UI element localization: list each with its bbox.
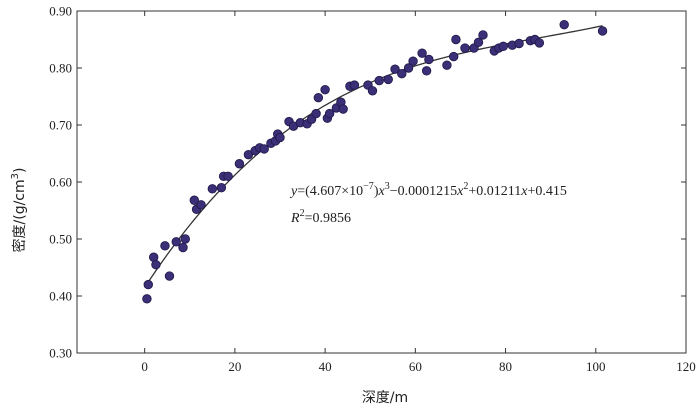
data-point <box>421 66 432 76</box>
data-point <box>196 200 206 210</box>
plot-frame <box>76 10 687 354</box>
r2-r: R <box>290 211 300 226</box>
data-point <box>367 86 378 96</box>
x-tick-label: 40 <box>319 359 332 374</box>
data-point <box>559 19 569 30</box>
data-point <box>178 242 188 253</box>
eq-open: =(4.607×10 <box>297 184 363 199</box>
eq-c3: +0.01211 <box>468 184 521 199</box>
y-axis-title-tail: ) <box>12 168 28 173</box>
data-point <box>223 171 233 182</box>
data-point <box>460 43 470 53</box>
eq-p1: 3 <box>385 181 390 192</box>
r2-value: =0.9856 <box>305 211 351 226</box>
data-point <box>164 271 175 281</box>
x-tick-label: 120 <box>676 359 696 374</box>
data-point <box>189 195 199 205</box>
data-point <box>275 132 285 143</box>
data-point <box>142 294 152 304</box>
eq-y: y <box>289 184 298 199</box>
data-point <box>216 182 227 193</box>
data-point <box>403 63 414 73</box>
eq-c2: −0.0001215 <box>390 184 457 199</box>
data-point <box>514 38 524 49</box>
data-point <box>408 56 418 66</box>
data-point <box>534 38 545 48</box>
data-point <box>313 92 324 103</box>
data-point <box>324 108 335 119</box>
data-point <box>448 51 459 62</box>
eq-x1: x <box>377 184 385 199</box>
x-tick-label: 80 <box>499 359 512 374</box>
eq-exp1: −7 <box>363 181 374 192</box>
eq-x3: x <box>520 184 528 199</box>
data-point <box>207 184 218 194</box>
y-axis-title-main: 密度/(g/cm <box>11 179 28 252</box>
y-tick-label: 0.70 <box>49 118 72 133</box>
r-squared: R2=0.9856 <box>290 208 351 226</box>
data-point <box>442 60 452 70</box>
data-point <box>259 144 269 154</box>
data-point <box>180 234 190 244</box>
eq-c4: +0.415 <box>527 184 566 199</box>
data-point <box>171 237 181 247</box>
data-point <box>478 30 488 40</box>
eq-x2: x <box>456 184 464 199</box>
eq-c1: ) <box>374 184 379 199</box>
r2-p: 2 <box>300 208 305 219</box>
data-point <box>390 64 400 74</box>
y-tick-label: 0.90 <box>49 4 72 19</box>
regression-equation: y=(4.607×10−7)x3−0.0001215x2+0.01211x+0.… <box>289 181 567 199</box>
data-point <box>597 26 608 36</box>
data-point <box>473 37 484 48</box>
tick-labels: 0 20 40 60 80 100 120 0.30 0.40 0.50 0.60 0.70 0.80 0… <box>49 4 696 375</box>
data-point <box>320 84 330 95</box>
data-point <box>349 80 360 90</box>
data-point <box>338 104 348 114</box>
axes <box>76 10 687 354</box>
x-tick-label: 0 <box>141 359 148 374</box>
data-point <box>374 75 384 86</box>
data-point <box>143 279 153 290</box>
data-points <box>142 19 608 304</box>
data-point <box>424 54 434 65</box>
data-point <box>311 108 321 119</box>
x-axis-title: 深度/m <box>362 390 408 406</box>
data-point <box>498 41 509 52</box>
data-point <box>397 68 407 79</box>
data-point <box>160 241 170 251</box>
y-tick-label: 0.50 <box>49 232 72 247</box>
data-point <box>234 159 245 169</box>
x-tick-label: 60 <box>409 359 422 374</box>
fit-curve <box>144 25 603 288</box>
y-tick-label: 0.80 <box>49 61 72 76</box>
y-axis-title-sup: 3 <box>10 173 21 179</box>
y-tick-label: 0.30 <box>49 346 72 361</box>
data-point <box>151 259 161 270</box>
data-point <box>417 48 427 58</box>
x-tick-label: 100 <box>586 359 606 374</box>
eq-p2: 2 <box>463 181 468 192</box>
data-point <box>383 74 393 85</box>
data-point <box>451 34 461 45</box>
y-tick-label: 0.40 <box>49 289 72 304</box>
y-axis-title: 密度/(g/cm3) <box>10 168 28 253</box>
x-tick-label: 20 <box>228 359 241 374</box>
y-tick-label: 0.60 <box>49 175 72 190</box>
